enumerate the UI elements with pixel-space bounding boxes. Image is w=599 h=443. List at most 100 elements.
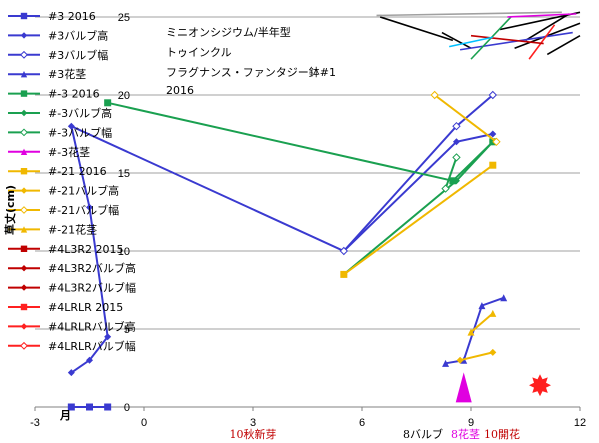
series-2 bbox=[339, 90, 498, 256]
annotation-label: 8バルブ bbox=[403, 427, 443, 441]
legend-label: #-21バルブ高 bbox=[48, 184, 119, 198]
legend-item: #3花茎 bbox=[8, 68, 86, 81]
marker-triangle bbox=[500, 294, 508, 302]
legend-label: #-3花茎 bbox=[48, 146, 90, 159]
marker-diamond-open bbox=[441, 184, 450, 193]
title-block: ミニオンシジウム/半年型 トゥインクル フラグナンス・ファンタジー鉢#1 201… bbox=[166, 25, 336, 97]
y-tick-label: 25 bbox=[118, 12, 130, 24]
marker-square bbox=[104, 403, 112, 411]
marker-square bbox=[67, 403, 75, 411]
chart-title: ミニオンシジウム/半年型 bbox=[166, 25, 291, 39]
legend-item: #-21バルブ高 bbox=[8, 184, 119, 198]
annotation-label: 8花茎 bbox=[451, 428, 480, 441]
marker-diamond bbox=[86, 203, 93, 211]
chart-subtitle-1: トゥインクル bbox=[166, 46, 232, 59]
marker-square bbox=[20, 90, 28, 97]
marker-diamond bbox=[104, 333, 112, 341]
marker-diamond bbox=[20, 284, 28, 291]
series-8 bbox=[340, 161, 497, 278]
series-10 bbox=[430, 90, 501, 147]
marker-diamond-open bbox=[20, 50, 28, 59]
marker-square bbox=[340, 270, 348, 278]
series-line bbox=[470, 312, 494, 333]
marker-triangle bbox=[20, 71, 28, 78]
series-line bbox=[444, 157, 458, 189]
series-line bbox=[434, 94, 498, 143]
legend-item: #4LRLR 2015 bbox=[8, 301, 123, 314]
chart-subtitle-3: 2016 bbox=[166, 84, 194, 97]
legend-item: #-21花茎 bbox=[8, 223, 97, 236]
x-tick-label: 3 bbox=[250, 417, 256, 429]
scribble-line bbox=[441, 31, 472, 49]
scribble-line bbox=[546, 35, 581, 56]
marker-diamond-open bbox=[488, 90, 498, 100]
marker-diamond bbox=[20, 109, 28, 117]
series-6 bbox=[441, 153, 461, 193]
legend-item: #-3花茎 bbox=[8, 146, 90, 159]
marker-square bbox=[20, 303, 28, 311]
y-tick-label: 20 bbox=[118, 90, 130, 102]
marker-diamond bbox=[86, 356, 93, 364]
marker-triangle bbox=[20, 148, 28, 155]
marker-diamond bbox=[489, 348, 497, 356]
legend-label: #3バルブ高 bbox=[48, 28, 108, 42]
marker-diamond-open bbox=[452, 121, 461, 131]
tick-labels: 0 5 10 15 20 25 -3 0 3 6 9 12 bbox=[30, 12, 586, 429]
marker-diamond-open bbox=[452, 153, 461, 162]
y-tick-label: 15 bbox=[118, 168, 130, 180]
x-tick-label: 6 bbox=[359, 417, 365, 429]
marker-diamond bbox=[67, 122, 75, 130]
series-line bbox=[69, 124, 494, 374]
legend-label: #3 2016 bbox=[48, 10, 96, 23]
axes bbox=[34, 406, 581, 411]
x-tick-label: 9 bbox=[468, 417, 474, 429]
annotations: 10秋新芽 8バルブ 8花茎 10開花 bbox=[230, 427, 521, 441]
series-4 bbox=[104, 99, 497, 185]
marker-diamond-open bbox=[339, 246, 349, 256]
y-axis-label: 草丈(cm) bbox=[3, 185, 17, 235]
legend-label: #4L3R2バルブ幅 bbox=[48, 281, 136, 295]
legend-item: #4L3R2バルブ幅 bbox=[8, 281, 136, 295]
annotation-label: 10秋新芽 bbox=[230, 427, 277, 441]
legend-item: #4L3R2 2015 bbox=[8, 243, 123, 256]
marker-triangle bbox=[20, 226, 28, 233]
legend-item: #-21バルブ幅 bbox=[8, 203, 119, 217]
series-0 bbox=[67, 403, 112, 411]
series-line bbox=[343, 164, 494, 276]
marker-square bbox=[20, 12, 28, 20]
marker-square bbox=[86, 403, 93, 411]
series-5 bbox=[340, 138, 497, 278]
legend-item: #3バルブ高 bbox=[8, 28, 108, 42]
legend-label: #-21花茎 bbox=[48, 223, 97, 236]
marker-diamond-open bbox=[430, 90, 439, 100]
top-scribbles bbox=[376, 11, 581, 60]
legend-item: #3バルブ幅 bbox=[8, 48, 108, 62]
x-tick-label: 12 bbox=[574, 417, 586, 429]
x-tick-label: 0 bbox=[141, 417, 147, 429]
marker-diamond bbox=[452, 138, 460, 146]
marker-square bbox=[104, 99, 112, 107]
scribble-line bbox=[525, 13, 570, 42]
marker-diamond-open bbox=[492, 137, 501, 147]
marker-diamond-open bbox=[20, 206, 28, 214]
marker-diamond bbox=[489, 130, 497, 138]
scribble-line bbox=[376, 11, 562, 17]
legend-item: #-3 2016 bbox=[8, 88, 100, 101]
legend-item: #-3バルブ高 bbox=[8, 106, 112, 120]
series-line bbox=[459, 351, 494, 362]
x-axis-label: 月 bbox=[59, 409, 71, 422]
series-marks bbox=[67, 90, 508, 411]
scribble-line bbox=[379, 16, 454, 42]
marker-triangle bbox=[489, 309, 497, 317]
marker-diamond bbox=[67, 369, 75, 377]
marker-diamond bbox=[20, 323, 28, 330]
scribble-line bbox=[470, 34, 544, 45]
legend-item: #-21 2016 bbox=[8, 165, 107, 178]
scribble-line bbox=[528, 24, 556, 60]
marker-square bbox=[449, 177, 457, 185]
marker-triangle bbox=[478, 302, 486, 310]
legend-label: #4LRLRバルブ高 bbox=[48, 319, 136, 333]
legend-item: #4LRLRバルブ幅 bbox=[8, 339, 136, 353]
marker-square bbox=[20, 168, 28, 175]
marker-triangle bbox=[467, 328, 475, 336]
